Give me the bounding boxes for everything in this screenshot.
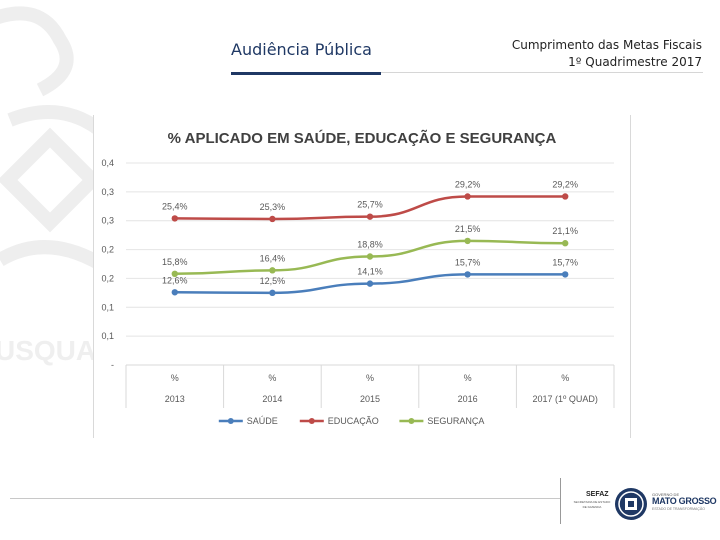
y-tick-label: 0,2	[101, 273, 114, 283]
data-label: 16,4%	[260, 253, 286, 263]
data-point	[562, 240, 569, 247]
gov-logo-name: MATO GROSSO	[652, 496, 717, 506]
line-chart: % APLICADO EM SAÚDE, EDUCAÇÃO E SEGURANÇ…	[101, 129, 615, 426]
footer-divider	[10, 498, 560, 499]
x-tick-label: 2014	[262, 394, 282, 404]
data-point	[366, 253, 374, 260]
gov-logo-subtitle: ESTADO DE TRANSFORMAÇÃO	[652, 507, 705, 511]
data-label: 12,6%	[162, 275, 188, 285]
data-point	[562, 271, 569, 278]
sefaz-logo-text: SEFAZ	[586, 491, 609, 498]
x-unit-label: %	[366, 373, 374, 383]
x-unit-label: %	[171, 373, 179, 383]
data-label: 12,5%	[260, 276, 286, 286]
title-underline	[231, 72, 381, 75]
header-subtitle-line1: Cumprimento das Metas Fiscais	[511, 38, 702, 52]
data-label: 14,1%	[357, 267, 383, 277]
legend-marker	[308, 418, 315, 424]
data-point	[269, 289, 276, 297]
y-tick-label: 0,1	[101, 331, 114, 341]
page-title: Audiência Pública	[231, 40, 372, 59]
y-tick-label: 0,1	[101, 302, 114, 312]
y-tick-label: 0,2	[101, 245, 114, 255]
legend-label: SAÚDE	[247, 416, 278, 426]
data-label: 25,3%	[260, 202, 286, 212]
chart-frame: % APLICADO EM SAÚDE, EDUCAÇÃO E SEGURANÇ…	[93, 115, 631, 438]
y-tick-label: 0,3	[101, 216, 114, 226]
data-point	[171, 289, 178, 296]
legend-label: EDUCAÇÃO	[328, 416, 379, 426]
data-point	[269, 215, 276, 223]
data-label: 15,7%	[455, 257, 481, 267]
legend-marker	[227, 418, 234, 424]
data-point	[464, 193, 471, 200]
data-point	[269, 267, 276, 274]
x-tick-label: 2017 (1º QUAD)	[533, 394, 598, 404]
data-point	[464, 271, 471, 278]
sefaz-logo-subtitle: SECRETARIA DE ESTADO DE FAZENDA	[573, 500, 611, 509]
data-label: 15,7%	[552, 257, 578, 267]
x-unit-label: %	[464, 373, 472, 383]
data-point	[562, 193, 569, 200]
chart-title: % APLICADO EM SAÚDE, EDUCAÇÃO E SEGURANÇ…	[168, 129, 557, 147]
x-tick-label: 2016	[458, 394, 478, 404]
data-point	[366, 280, 374, 287]
x-unit-label: %	[561, 373, 569, 383]
header-subtitle-line2: 1º Quadrimestre 2017	[568, 55, 702, 69]
logo-separator	[560, 478, 561, 524]
legend-marker	[408, 418, 415, 424]
x-unit-label: %	[268, 373, 276, 383]
data-label: 29,2%	[552, 179, 578, 189]
legend-label: SEGURANÇA	[427, 416, 484, 426]
data-label: 29,2%	[455, 179, 481, 189]
x-tick-label: 2015	[360, 394, 380, 404]
data-label: 15,8%	[162, 257, 188, 267]
y-tick-label: -	[111, 360, 114, 370]
x-tick-label: 2013	[165, 394, 185, 404]
header-divider	[381, 72, 703, 73]
y-tick-label: 0,3	[101, 187, 114, 197]
data-point	[366, 213, 374, 220]
data-label: 21,1%	[552, 226, 578, 236]
gov-logo-small: GOVERNO DE	[652, 492, 680, 497]
data-label: 18,8%	[357, 239, 383, 249]
data-label: 21,5%	[455, 224, 481, 234]
data-point	[171, 215, 178, 222]
y-tick-label: 0,4	[101, 158, 114, 168]
data-point	[464, 237, 471, 245]
state-seal-icon	[615, 488, 647, 520]
header-subtitle: Cumprimento das Metas Fiscais 1º Quadrim…	[512, 37, 702, 71]
data-label: 25,7%	[357, 200, 383, 210]
data-point	[171, 270, 178, 278]
data-label: 25,4%	[162, 201, 188, 211]
